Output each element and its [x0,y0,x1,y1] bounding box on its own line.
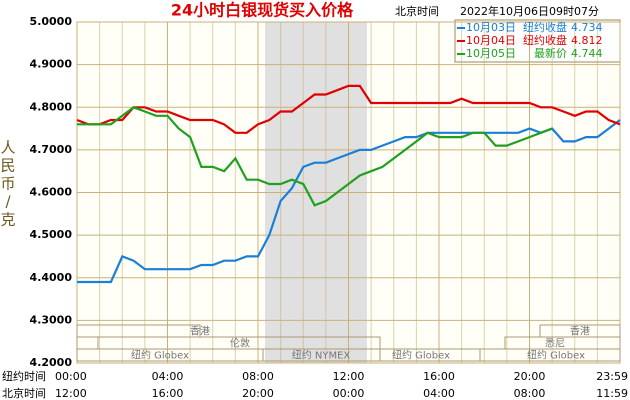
x-tick-label: 04:00 [152,370,184,383]
legend [454,19,621,63]
legend-close-label: 最新价 [534,46,567,60]
legend-label: 10月05日 [466,47,516,60]
x-tick-label: 08:00 [514,387,546,400]
x-tick-label: 20:00 [242,387,274,400]
y-label-char: 人 [0,139,15,157]
legend-value: 4.812 [571,34,603,47]
session-label: 纽约 NYMEX [292,349,351,362]
y-label-char: 币 [0,175,15,193]
y-tick-label: 4.3000 [30,313,73,326]
y-label-char: 民 [0,157,15,175]
series-line [77,106,553,207]
x-tick-label: 16:00 [152,387,184,400]
y-tick-label: 4.7000 [30,143,73,156]
timestamp: 2022年10月06日09时07分 [460,4,599,18]
legend-value: 4.744 [571,47,603,60]
y-tick-label: 4.5000 [30,228,73,241]
session-label: 香港 [190,326,210,338]
session-label: 纽约 Globex [527,349,585,362]
legend-close-label: 纽约收盘 [523,20,567,34]
series-line [77,119,621,284]
x-tick-label: 23:59 [596,370,628,383]
time-label: 北京时间 [395,4,439,18]
x-tick-label: 12:00 [333,370,365,383]
x-row-label: 北京时间 [2,386,46,400]
series-line [76,84,621,134]
y-tick-label: 4.8000 [30,100,73,113]
y-tick-label: 5.0000 [30,15,73,28]
x-row-label: 纽约时间 [2,369,46,383]
x-tick-label: 00:00 [333,387,365,400]
y-tick-label: 4.4000 [30,271,73,284]
legend-close-label: 纽约收盘 [523,33,567,47]
session-label: 纽约 Globex [131,349,189,362]
legend-value: 4.734 [571,21,603,34]
y-tick-label: 4.2000 [30,356,73,369]
x-tick-label: 16:00 [423,370,455,383]
chart-title: 24小时白银现货买入价格 [171,1,354,20]
x-tick-label: 20:00 [514,370,546,383]
y-tick-label: 4.9000 [30,58,73,71]
legend-label: 10月04日 [466,34,516,47]
y-tick-label: 4.6000 [30,186,73,199]
x-tick-label: 00:00 [55,370,87,383]
session-label: 悉尼 [545,338,565,350]
y-axis-label: 人民币/克 [0,139,15,229]
x-tick-label: 12:00 [55,387,87,400]
y-label-char: / [5,193,11,211]
x-tick-label: 08:00 [242,370,274,383]
session-box [479,348,621,362]
y-label-char: 克 [0,211,15,229]
session-label: 伦敦 [230,337,250,350]
session-label: 纽约 Globex [392,349,450,362]
x-tick-label: 11:59 [596,387,628,400]
x-tick-label: 04:00 [423,387,455,400]
legend-label: 10月03日 [466,21,516,34]
session-label: 香港 [570,326,590,338]
